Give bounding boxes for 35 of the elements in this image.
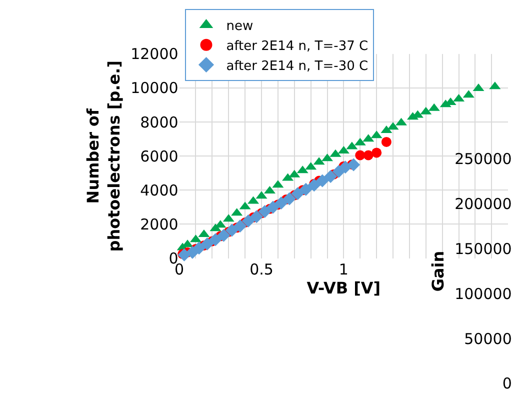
point bbox=[308, 178, 321, 192]
point bbox=[217, 228, 230, 242]
point bbox=[178, 248, 191, 262]
y-tick-label: 250000 bbox=[454, 150, 512, 168]
y-tick-label: 12000 bbox=[130, 45, 178, 64]
y-tick-label: 150000 bbox=[454, 240, 512, 258]
point bbox=[242, 214, 255, 228]
y-tick-label: 6000 bbox=[140, 147, 178, 166]
point bbox=[299, 182, 312, 196]
y-tick-label: 4000 bbox=[140, 181, 178, 200]
y-tick-label: 2000 bbox=[140, 215, 178, 234]
point bbox=[372, 148, 382, 158]
point bbox=[250, 210, 264, 224]
point bbox=[363, 150, 374, 160]
y-tick-label: 50000 bbox=[464, 330, 512, 348]
y-axis-title: Gain bbox=[428, 250, 448, 292]
legend-label: new bbox=[226, 19, 254, 34]
legend-label: after 2E14 n, T=-30 C bbox=[226, 58, 368, 74]
y-axis-title: Number of photoelectrons [p.e.] bbox=[84, 60, 124, 252]
point bbox=[381, 136, 392, 147]
point bbox=[347, 158, 360, 172]
point bbox=[291, 187, 304, 200]
y-tick-label: 200000 bbox=[454, 195, 512, 214]
point bbox=[282, 192, 296, 206]
x-tick-label: 0.5 bbox=[250, 260, 274, 278]
point bbox=[316, 174, 329, 188]
y-tick-label: 0 bbox=[502, 374, 512, 393]
y-tick-label: 10000 bbox=[130, 79, 178, 98]
x-axis-title: V-VB [V] bbox=[306, 278, 381, 298]
point bbox=[258, 204, 272, 218]
legend-label: after 2E14 n, T=-37 C bbox=[226, 38, 368, 54]
x-tick-label: 1 bbox=[338, 260, 348, 278]
y-tick-label: 8000 bbox=[140, 113, 178, 132]
y-tick-label: 100000 bbox=[454, 284, 512, 303]
point bbox=[324, 170, 338, 184]
